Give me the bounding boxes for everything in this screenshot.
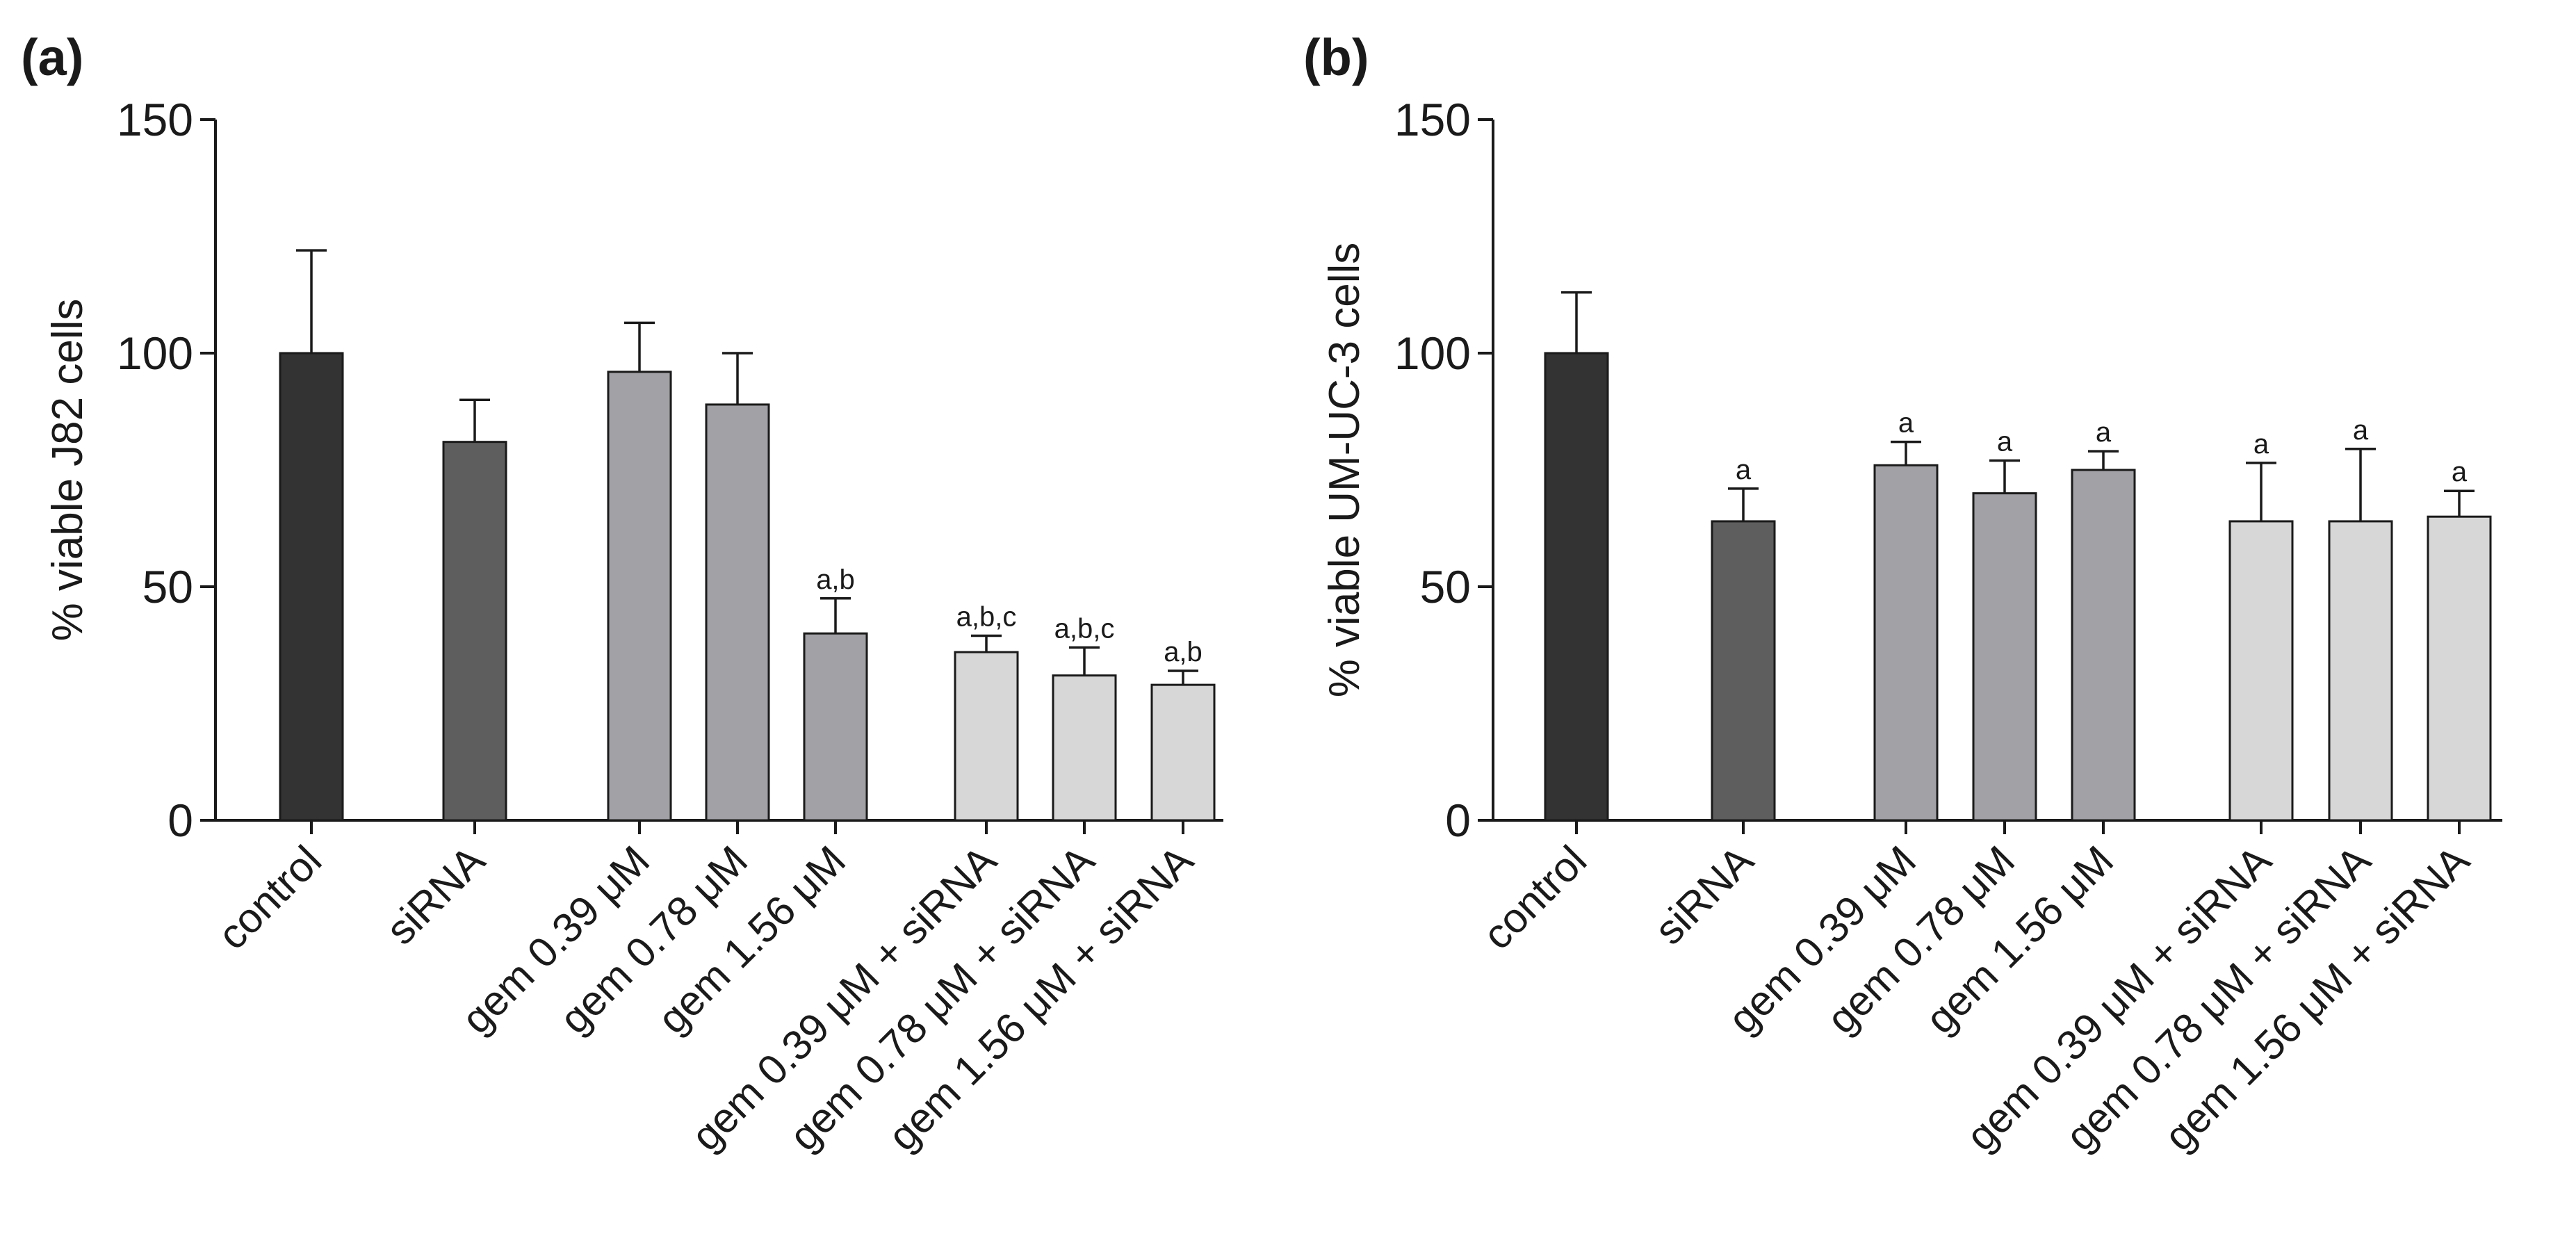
significance-label-b-5: a [2253, 429, 2269, 460]
y-axis-title-a: % viable J82 cells [44, 299, 92, 642]
category-label-a-0: control [209, 837, 330, 959]
panel-a-chart: (a) % viable J82 cells 0 50 100 150 control siR… [21, 29, 1223, 1160]
bar-b-4 [2071, 469, 2136, 822]
bar-a-3 [705, 403, 770, 822]
significance-label-b-4: a [2096, 417, 2112, 448]
y-tick-label-b-150: 150 [1394, 94, 1471, 145]
bar-a-7 [1150, 683, 1216, 822]
category-label-b-1: siRNA [1646, 837, 1763, 954]
y-tick-label-a-100: 100 [117, 327, 193, 379]
bar-b-6 [2328, 520, 2393, 822]
bar-b-2 [1873, 464, 1939, 822]
significance-label-a-5: a,b,c [956, 602, 1017, 633]
bar-a-1 [442, 441, 507, 822]
bar-b-1 [1711, 520, 1776, 822]
bar-b-0 [1544, 352, 1609, 822]
bar-a-5 [954, 651, 1019, 822]
y-tick-label-a-50: 50 [142, 561, 193, 612]
significance-label-b-7: a [2452, 457, 2468, 487]
significance-label-b-1: a [1736, 455, 1752, 485]
panel-b-chart: (b) % viable UM-UC-3 cells 0 50 100 150 contro… [1303, 29, 2502, 1160]
bar-b-7 [2427, 515, 2492, 822]
significance-label-b-2: a [1898, 408, 1914, 439]
bar-b-5 [2228, 520, 2294, 822]
y-tick-label-a-0: 0 [168, 795, 193, 846]
significance-label-a-4: a,b [816, 564, 855, 595]
y-tick-label-b-0: 0 [1445, 795, 1471, 846]
significance-label-a-6: a,b,c [1054, 613, 1115, 644]
bar-a-4 [803, 632, 868, 822]
y-tick-label-b-50: 50 [1420, 561, 1471, 612]
category-label-b-0: control [1474, 837, 1595, 959]
significance-label-b-6: a [2353, 415, 2369, 446]
y-tick-label-b-100: 100 [1394, 327, 1471, 379]
bar-a-6 [1052, 674, 1117, 822]
y-axis-title-b: % viable UM-UC-3 cells [1321, 243, 1369, 698]
bar-b-3 [1972, 492, 2037, 822]
category-label-a-1: siRNA [377, 837, 494, 954]
bar-a-0 [279, 352, 344, 822]
bar-a-2 [607, 371, 672, 822]
significance-label-a-7: a,b [1164, 637, 1203, 667]
panel-label-a: (a) [21, 29, 83, 86]
significance-label-b-3: a [1997, 427, 2013, 457]
y-tick-label-a-150: 150 [117, 94, 193, 145]
panel-label-b: (b) [1303, 29, 1369, 86]
